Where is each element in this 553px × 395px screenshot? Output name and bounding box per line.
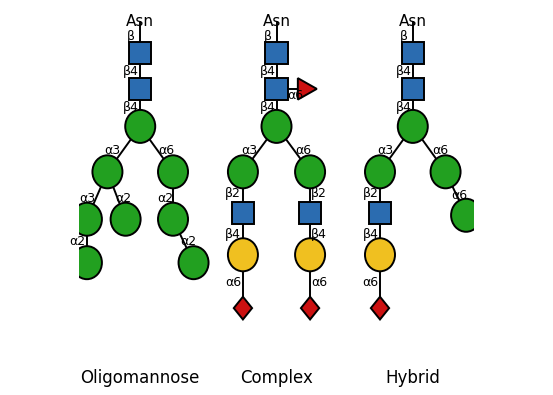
Text: β4: β4 (396, 102, 411, 114)
Text: Asn: Asn (399, 14, 427, 29)
Ellipse shape (92, 155, 122, 188)
Text: α3: α3 (377, 145, 393, 157)
Text: Asn: Asn (126, 14, 154, 29)
Text: α2: α2 (69, 235, 85, 248)
Text: Complex: Complex (240, 369, 313, 387)
Text: α6: α6 (311, 276, 327, 288)
Text: α6: α6 (287, 89, 303, 102)
Text: Oligomannose: Oligomannose (81, 369, 200, 387)
Text: α6: α6 (432, 145, 448, 157)
Polygon shape (371, 297, 389, 320)
Ellipse shape (365, 238, 395, 271)
Text: β4: β4 (363, 228, 378, 241)
Text: α3: α3 (241, 145, 257, 157)
Bar (129, 78, 152, 100)
Bar (232, 202, 254, 224)
Text: β4: β4 (396, 65, 411, 77)
Ellipse shape (365, 155, 395, 188)
Ellipse shape (72, 246, 102, 279)
Text: Asn: Asn (263, 14, 290, 29)
Polygon shape (301, 297, 319, 320)
Ellipse shape (158, 155, 188, 188)
Bar (129, 42, 152, 64)
Text: β: β (127, 30, 135, 43)
Ellipse shape (295, 238, 325, 271)
Text: α3: α3 (80, 192, 96, 205)
Ellipse shape (179, 246, 208, 279)
Text: β4: β4 (259, 102, 275, 114)
Ellipse shape (111, 203, 140, 236)
Ellipse shape (262, 110, 291, 143)
Text: α6: α6 (451, 189, 467, 202)
Bar (265, 78, 288, 100)
Ellipse shape (125, 110, 155, 143)
Text: α6: α6 (295, 145, 311, 157)
Text: α2: α2 (157, 192, 173, 205)
Text: β4: β4 (123, 65, 139, 77)
Text: β2: β2 (225, 187, 241, 199)
Bar (265, 42, 288, 64)
Text: α3: α3 (105, 145, 121, 157)
Text: β2: β2 (311, 187, 327, 199)
Text: β4: β4 (225, 228, 241, 241)
Ellipse shape (398, 110, 428, 143)
Polygon shape (234, 297, 252, 320)
Ellipse shape (295, 155, 325, 188)
Text: α6: α6 (159, 145, 175, 157)
Ellipse shape (72, 203, 102, 236)
Text: α6: α6 (225, 276, 241, 288)
Text: β4: β4 (259, 65, 275, 77)
Bar (369, 202, 391, 224)
Text: α2: α2 (115, 192, 131, 205)
Text: β2: β2 (363, 187, 378, 199)
Polygon shape (298, 78, 317, 100)
Ellipse shape (451, 199, 481, 232)
Text: β: β (263, 30, 272, 43)
Bar (401, 42, 424, 64)
Bar (401, 78, 424, 100)
Ellipse shape (158, 203, 188, 236)
Text: α6: α6 (362, 276, 379, 288)
Bar (299, 202, 321, 224)
Ellipse shape (228, 155, 258, 188)
Text: β4: β4 (123, 102, 139, 114)
Ellipse shape (431, 155, 461, 188)
Text: Hybrid: Hybrid (385, 369, 440, 387)
Text: β: β (400, 30, 408, 43)
Text: α2: α2 (181, 235, 197, 248)
Text: β4: β4 (311, 228, 327, 241)
Ellipse shape (228, 238, 258, 271)
